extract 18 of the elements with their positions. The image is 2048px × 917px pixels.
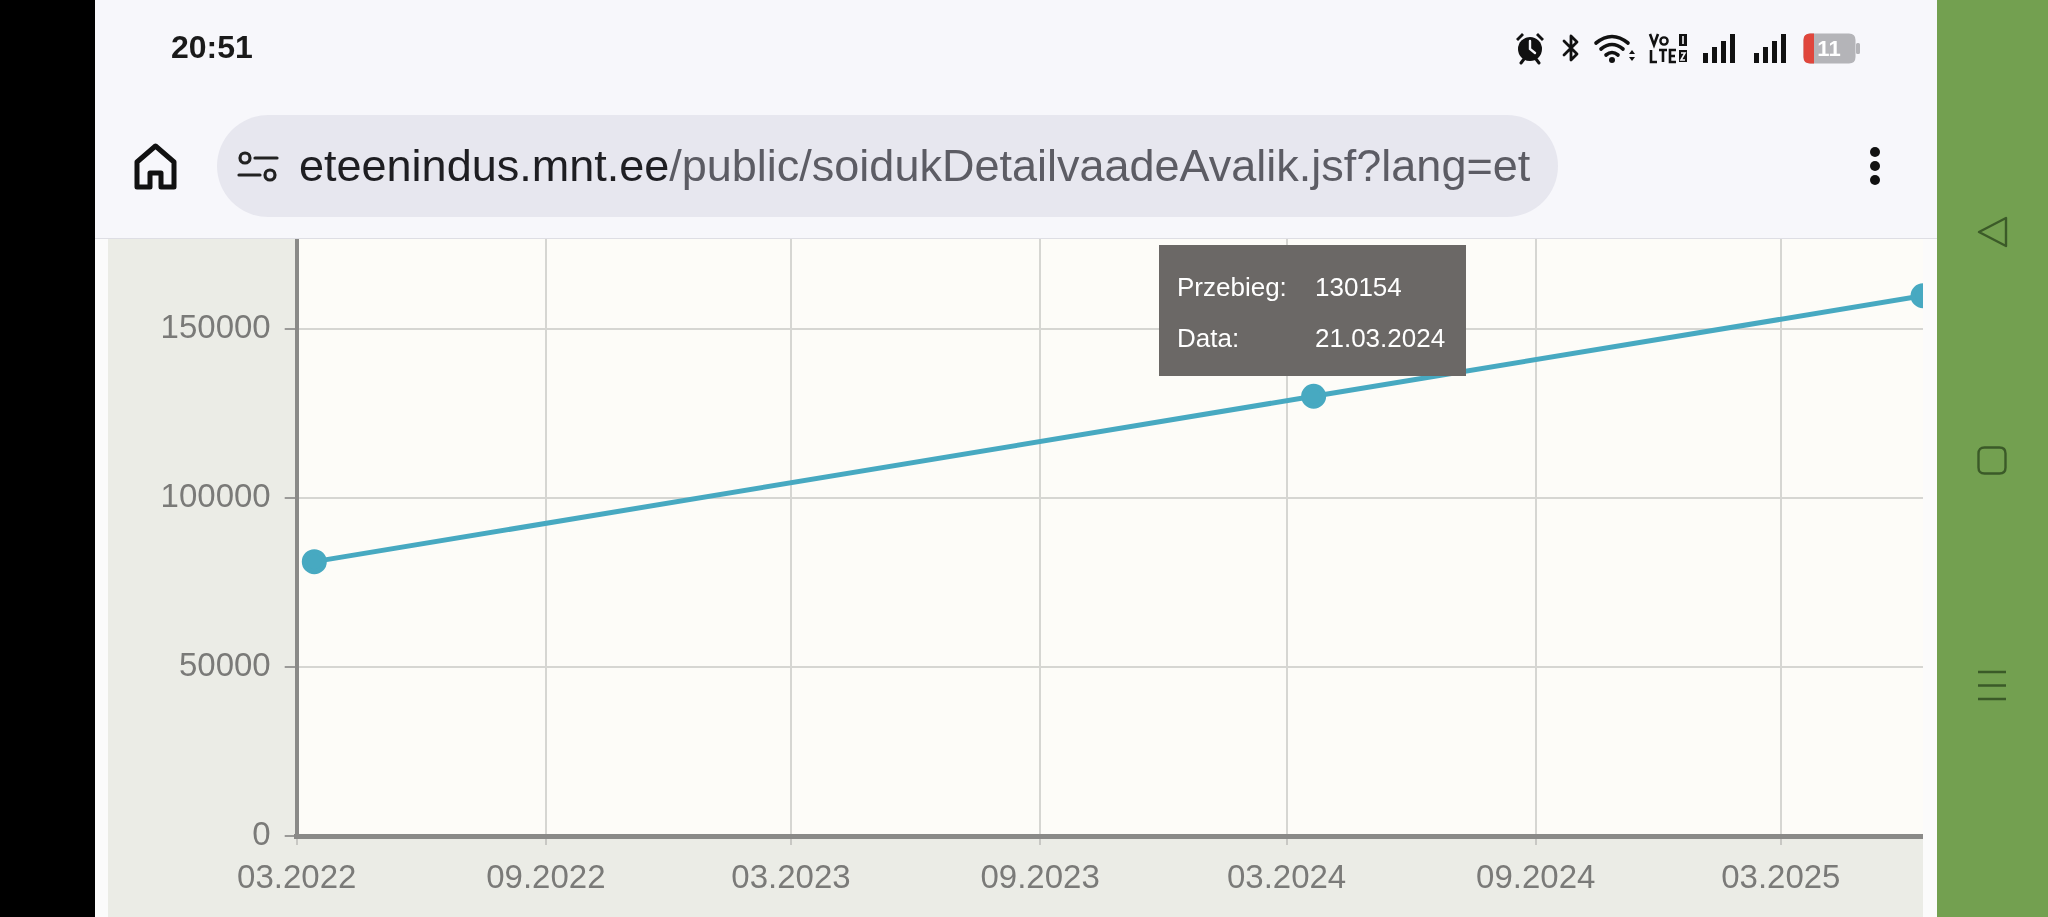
y-tick-label: 50000	[178, 646, 271, 684]
annotation: Przebieg:	[1177, 272, 1287, 302]
x-tick-label: 09.2024	[1476, 857, 1596, 895]
text: eteenindus.mnt.ee/public/soidukDetailvaadeAvalik.jsf?lang=et	[299, 140, 1531, 192]
text: 20:51	[171, 28, 253, 66]
y-tick-label: 0	[252, 815, 271, 853]
x-tick-label: 03.2022	[237, 857, 357, 895]
y-tick-label: 150000	[160, 308, 271, 346]
x-tick-label: 03.2025	[1721, 857, 1841, 895]
x-tick-label: 09.2022	[486, 857, 606, 895]
text: 11	[1816, 35, 1842, 63]
annotation: Data:	[1177, 323, 1240, 353]
x-tick-label: 03.2023	[731, 857, 851, 895]
annotation: 130154	[1315, 272, 1402, 302]
x-tick-label: 09.2023	[980, 857, 1100, 895]
annotation: 21.03.2024	[1315, 323, 1446, 353]
y-tick-label: 100000	[160, 477, 271, 515]
x-tick-label: 03.2024	[1226, 857, 1347, 895]
